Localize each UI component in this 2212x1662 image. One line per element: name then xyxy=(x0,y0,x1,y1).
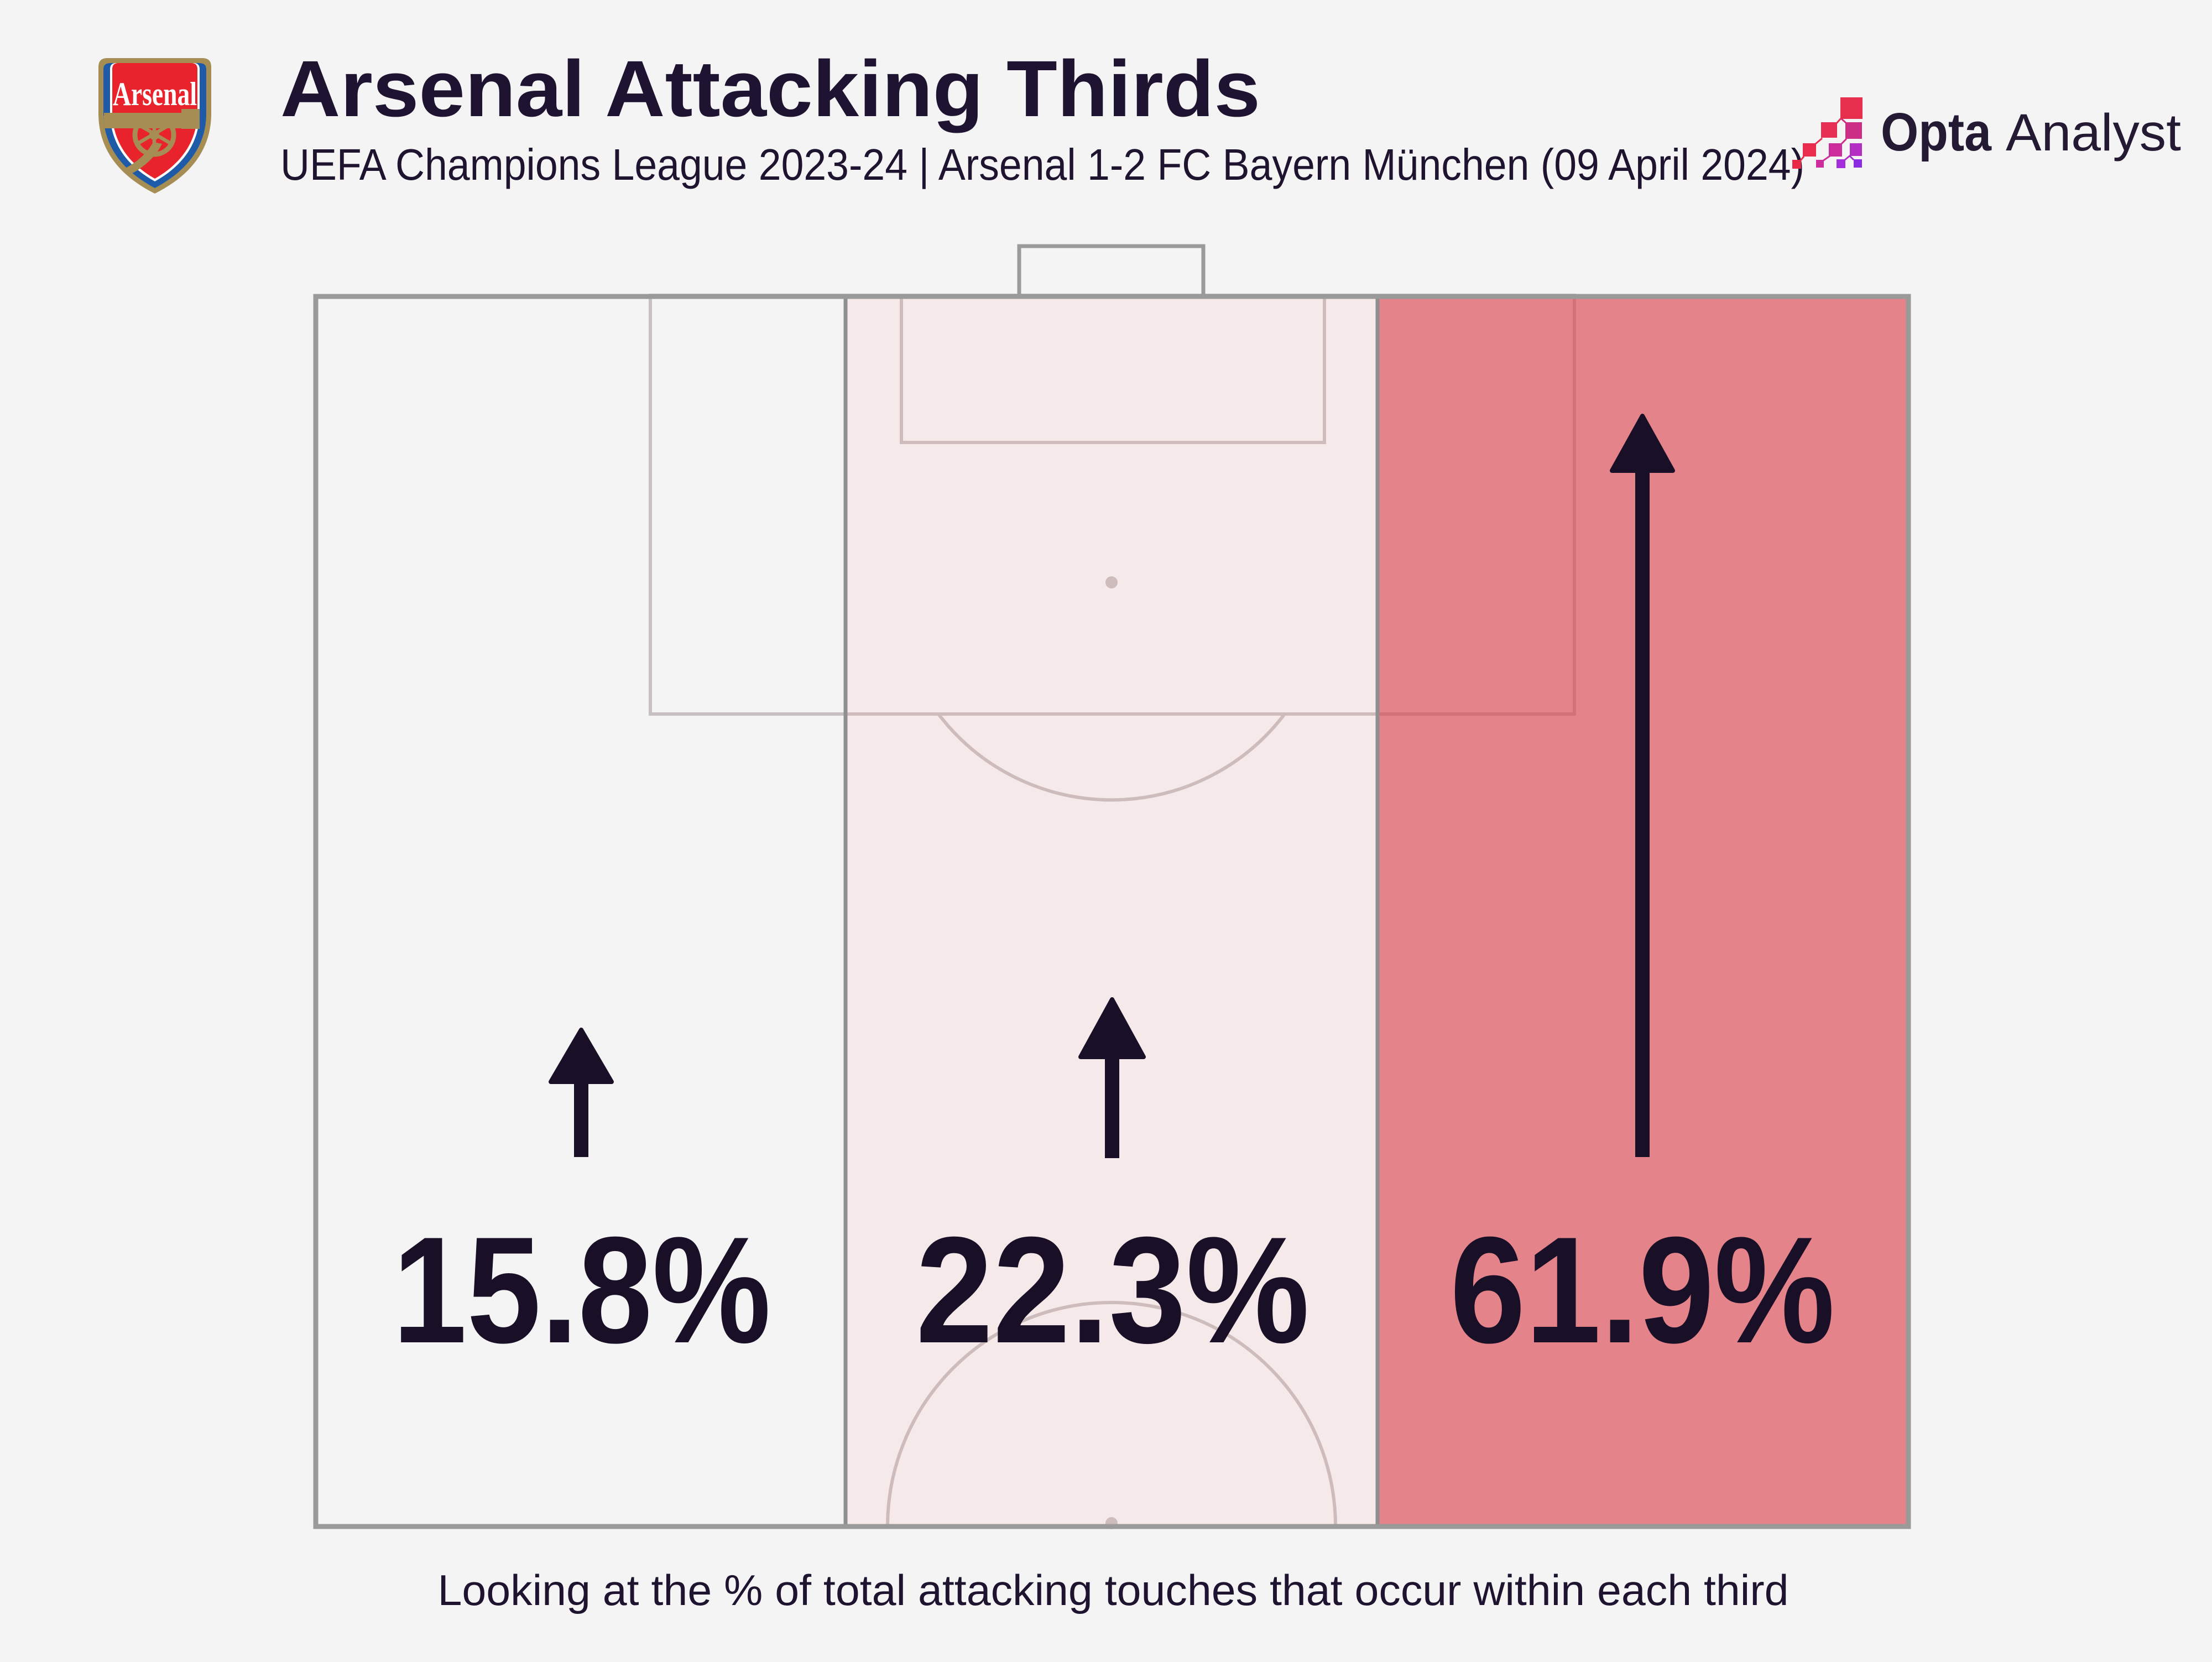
svg-text:UEFA Champions League 2023-24: UEFA Champions League 2023-24 | Arsenal … xyxy=(280,140,1804,189)
svg-text:61.9%: 61.9% xyxy=(1450,1206,1835,1375)
svg-text:Looking at the % of total atta: Looking at the % of total attacking touc… xyxy=(438,1566,1789,1614)
svg-text:Analyst: Analyst xyxy=(2006,103,2181,162)
svg-text:Arsenal: Arsenal xyxy=(113,76,197,112)
svg-text:Arsenal Attacking Thirds: Arsenal Attacking Thirds xyxy=(280,44,1260,133)
svg-text:22.3%: 22.3% xyxy=(916,1206,1310,1375)
svg-text:15.8%: 15.8% xyxy=(393,1206,771,1375)
svg-text:Opta: Opta xyxy=(1881,102,1992,162)
